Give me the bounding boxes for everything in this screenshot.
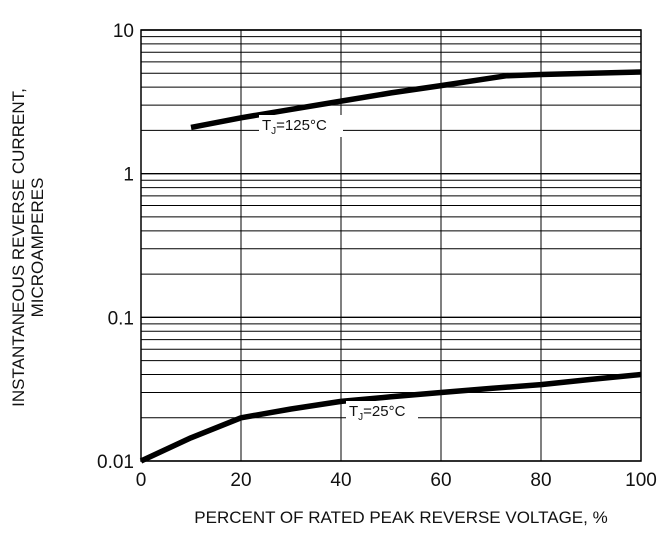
- x-tick-label: 20: [230, 470, 251, 491]
- y-axis-label-line-1: INSTANTANEOUS REVERSE CURRENT,: [9, 88, 28, 407]
- curve-label-bg: [346, 401, 418, 423]
- y-tick-label: 10: [113, 21, 134, 42]
- curve-label-subscript: J: [271, 126, 276, 137]
- curve-label-0: TJ=125°C: [262, 117, 327, 137]
- tick-labels: 0 20 40 60 80 100 0.01 0.1 1 10: [97, 21, 657, 491]
- x-tick-label: 0: [136, 470, 147, 491]
- curve-label-main: T: [349, 403, 358, 420]
- y-tick-label: 0.01: [97, 452, 134, 473]
- y-axis-label-line-2: MICROAMPERES: [28, 178, 47, 318]
- curve-labels: TJ=125°CTJ=25°C: [259, 115, 418, 423]
- curve-label-bg: [259, 115, 343, 137]
- curve-label-main: T: [262, 117, 271, 134]
- series-line-0: [190, 69, 642, 131]
- y-tick-label: 0.1: [108, 308, 134, 329]
- curve-label-subscript: J: [358, 412, 363, 423]
- x-axis-label: PERCENT OF RATED PEAK REVERSE VOLTAGE, %: [194, 508, 607, 527]
- curve-label-rest: =125°C: [276, 117, 327, 134]
- curve-label-1: TJ=25°C: [349, 403, 406, 423]
- y-axis-label: INSTANTANEOUS REVERSE CURRENT, MICROAMPE…: [9, 88, 47, 407]
- x-tick-label: 40: [330, 470, 351, 491]
- series-group: [139, 69, 642, 464]
- x-tick-label: 100: [625, 470, 657, 491]
- x-tick-label: 60: [430, 470, 451, 491]
- x-tick-label: 80: [530, 470, 551, 491]
- curve-label-rest: =25°C: [363, 403, 405, 420]
- series-line-1: [139, 371, 642, 464]
- plot-frame: [140, 29, 642, 462]
- y-tick-label: 1: [123, 165, 134, 186]
